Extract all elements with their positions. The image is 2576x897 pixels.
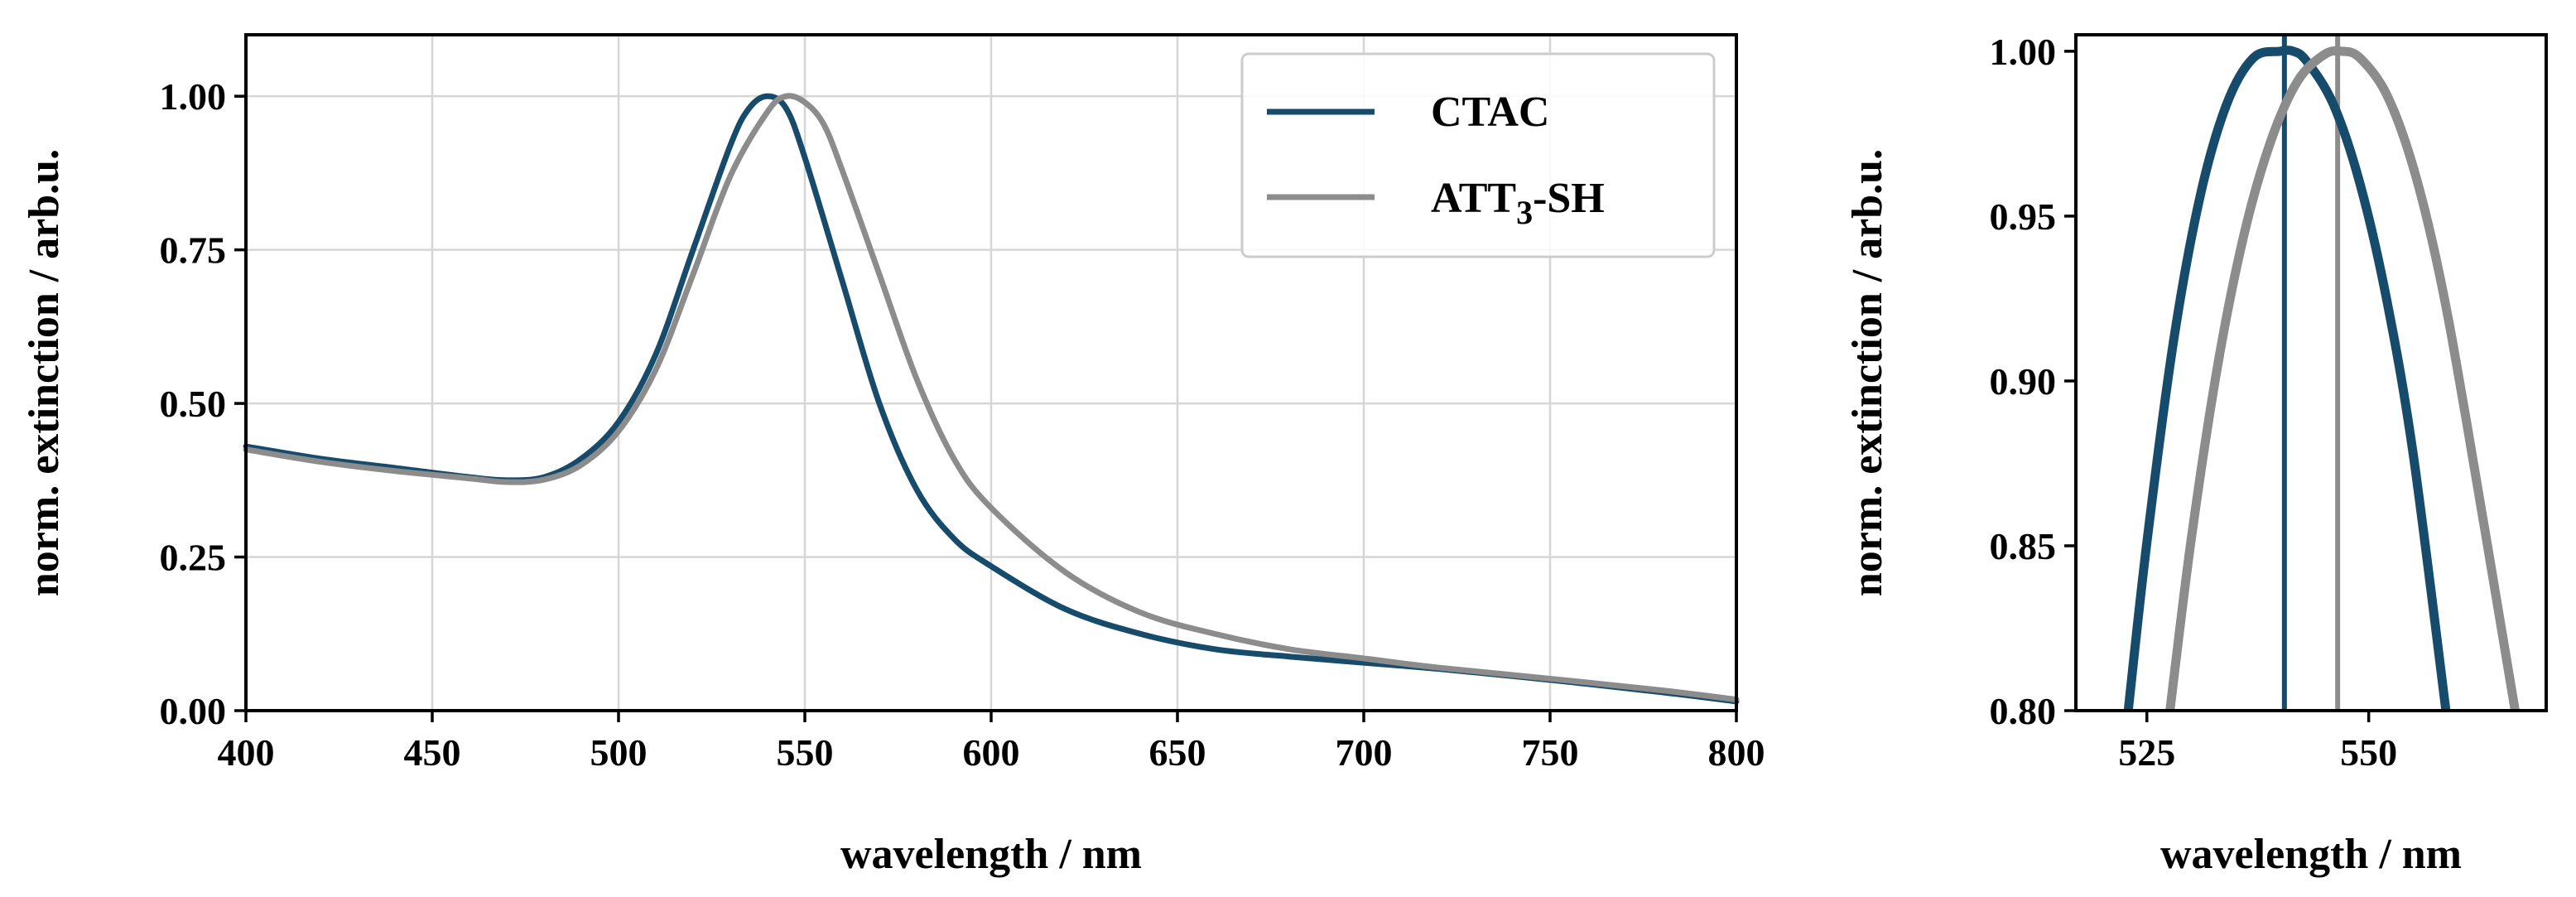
- series-line-att3-sh: [2165, 46, 2520, 711]
- series-left: [243, 93, 1740, 705]
- y-tick-label-0-90: 0.90: [1990, 360, 2057, 403]
- y-tick-label-0-25: 0.25: [160, 537, 227, 579]
- legend-label-att3sh-suffix: -SH: [1533, 175, 1605, 222]
- main-spectrum-panel: 400 450 500 550 600 650 700 750 800 0.00 0.25 0.50 0…: [21, 33, 1765, 878]
- y-tick-label-0-80: 0.80: [1990, 690, 2057, 732]
- x-tick-label-400: 400: [218, 731, 275, 774]
- y-tick-label-1-00: 1.00: [160, 75, 227, 118]
- series-right: [2123, 46, 2520, 711]
- x-tick-label-450: 450: [404, 731, 461, 774]
- y-axis-label-left: norm. extinction / arb.u.: [21, 149, 68, 596]
- series-line-att3-sh: [243, 93, 1740, 703]
- x-tick-label-700: 700: [1336, 731, 1393, 774]
- y-tick-label-1-00: 1.00: [1990, 31, 2057, 73]
- y-tick-label-0-00: 0.00: [160, 690, 227, 732]
- x-tick-label-800: 800: [1708, 731, 1765, 774]
- x-tick-label-650: 650: [1149, 731, 1206, 774]
- x-tick-label-525: 525: [2118, 731, 2175, 774]
- plot-frame-right: [2074, 33, 2548, 712]
- x-axis-label-right: wavelength / nm: [2160, 831, 2462, 878]
- legend-box: [1240, 52, 1716, 258]
- x-tick-label-600: 600: [963, 731, 1020, 774]
- series-line-ctac: [2123, 46, 2451, 711]
- y-tick-label-0-85: 0.85: [1990, 525, 2057, 567]
- x-tick-label-550: 550: [2340, 731, 2397, 774]
- legend-label-att3sh-subscript: 3: [1516, 194, 1533, 231]
- x-tick-label-750: 750: [1522, 731, 1579, 774]
- y-tick-label-0-95: 0.95: [1990, 195, 2057, 238]
- legend-label-att3sh: ATT3-SH: [1431, 175, 1605, 231]
- zoom-peak-panel: 525 550 0.80 0.85 0.90 0.95 1.00 wavelength / …: [1844, 31, 2548, 878]
- x-tick-label-500: 500: [590, 731, 648, 774]
- ticks-left: 400 450 500 550 600 650 700 750 800 0.00 0.25 0.50 0…: [160, 75, 1765, 774]
- ticks-right: 525 550 0.80 0.85 0.90 0.95 1.00: [1990, 31, 2398, 774]
- y-tick-label-0-50: 0.50: [160, 383, 227, 425]
- y-axis-label-right: norm. extinction / arb.u.: [1844, 149, 1891, 596]
- legend-label-att3sh-base: ATT: [1431, 175, 1516, 222]
- x-tick-label-550: 550: [777, 731, 834, 774]
- x-axis-label-left: wavelength / nm: [840, 831, 1142, 878]
- peak-lines: [2281, 35, 2341, 711]
- legend: CTAC ATT3-SH: [1240, 52, 1716, 258]
- y-tick-label-0-75: 0.75: [160, 229, 227, 272]
- legend-label-ctac: CTAC: [1431, 89, 1549, 136]
